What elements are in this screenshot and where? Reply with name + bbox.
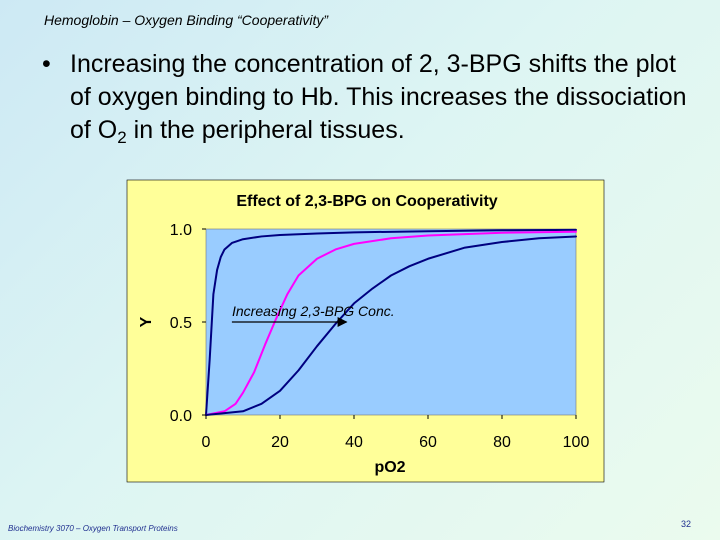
chart-annotation: Increasing 2,3-BPG Conc.: [232, 303, 395, 319]
y-axis-label: Y: [138, 316, 155, 327]
curve-layer: [205, 228, 577, 416]
page-number: 32: [680, 519, 691, 529]
binding-curve-1: [205, 228, 577, 416]
binding-curve-3: [205, 235, 577, 416]
chart-frame: [126, 179, 605, 483]
x-tick-label: 0: [202, 434, 211, 451]
binding-curve-2: [205, 230, 577, 416]
slide-title: Hemoglobin – Oxygen Binding “Cooperativi…: [44, 12, 329, 28]
chart-title: Effect of 2,3-BPG on Cooperativity: [236, 193, 497, 210]
bullet-text: Increasing the concentration of 2, 3-BPG…: [70, 48, 692, 147]
x-tick-label: 20: [271, 434, 289, 451]
y-tick-label: 0.0: [170, 408, 192, 425]
bullet-text-prefix: Increasing the concentration of 2, 3-BPG…: [70, 50, 687, 144]
footer-course-label: Biochemistry 3070 – Oxygen Transport Pro…: [8, 524, 178, 533]
bullet-text-subscript: 2: [117, 128, 127, 147]
bullet-text-suffix: in the peripheral tissues.: [126, 116, 405, 144]
axis-layer: 0 20 40 60 80 100 0.0 0.5 1.0: [170, 222, 590, 451]
x-tick-label: 60: [419, 434, 437, 451]
x-tick-label: 40: [345, 434, 363, 451]
y-tick-label: 1.0: [170, 222, 192, 239]
plot-area: [205, 228, 577, 416]
x-tick-label: 100: [563, 434, 590, 451]
y-tick-label: 0.5: [170, 315, 192, 332]
x-axis-label: pO2: [374, 459, 405, 476]
x-tick-label: 80: [493, 434, 511, 451]
bullet-icon: •: [42, 50, 51, 78]
